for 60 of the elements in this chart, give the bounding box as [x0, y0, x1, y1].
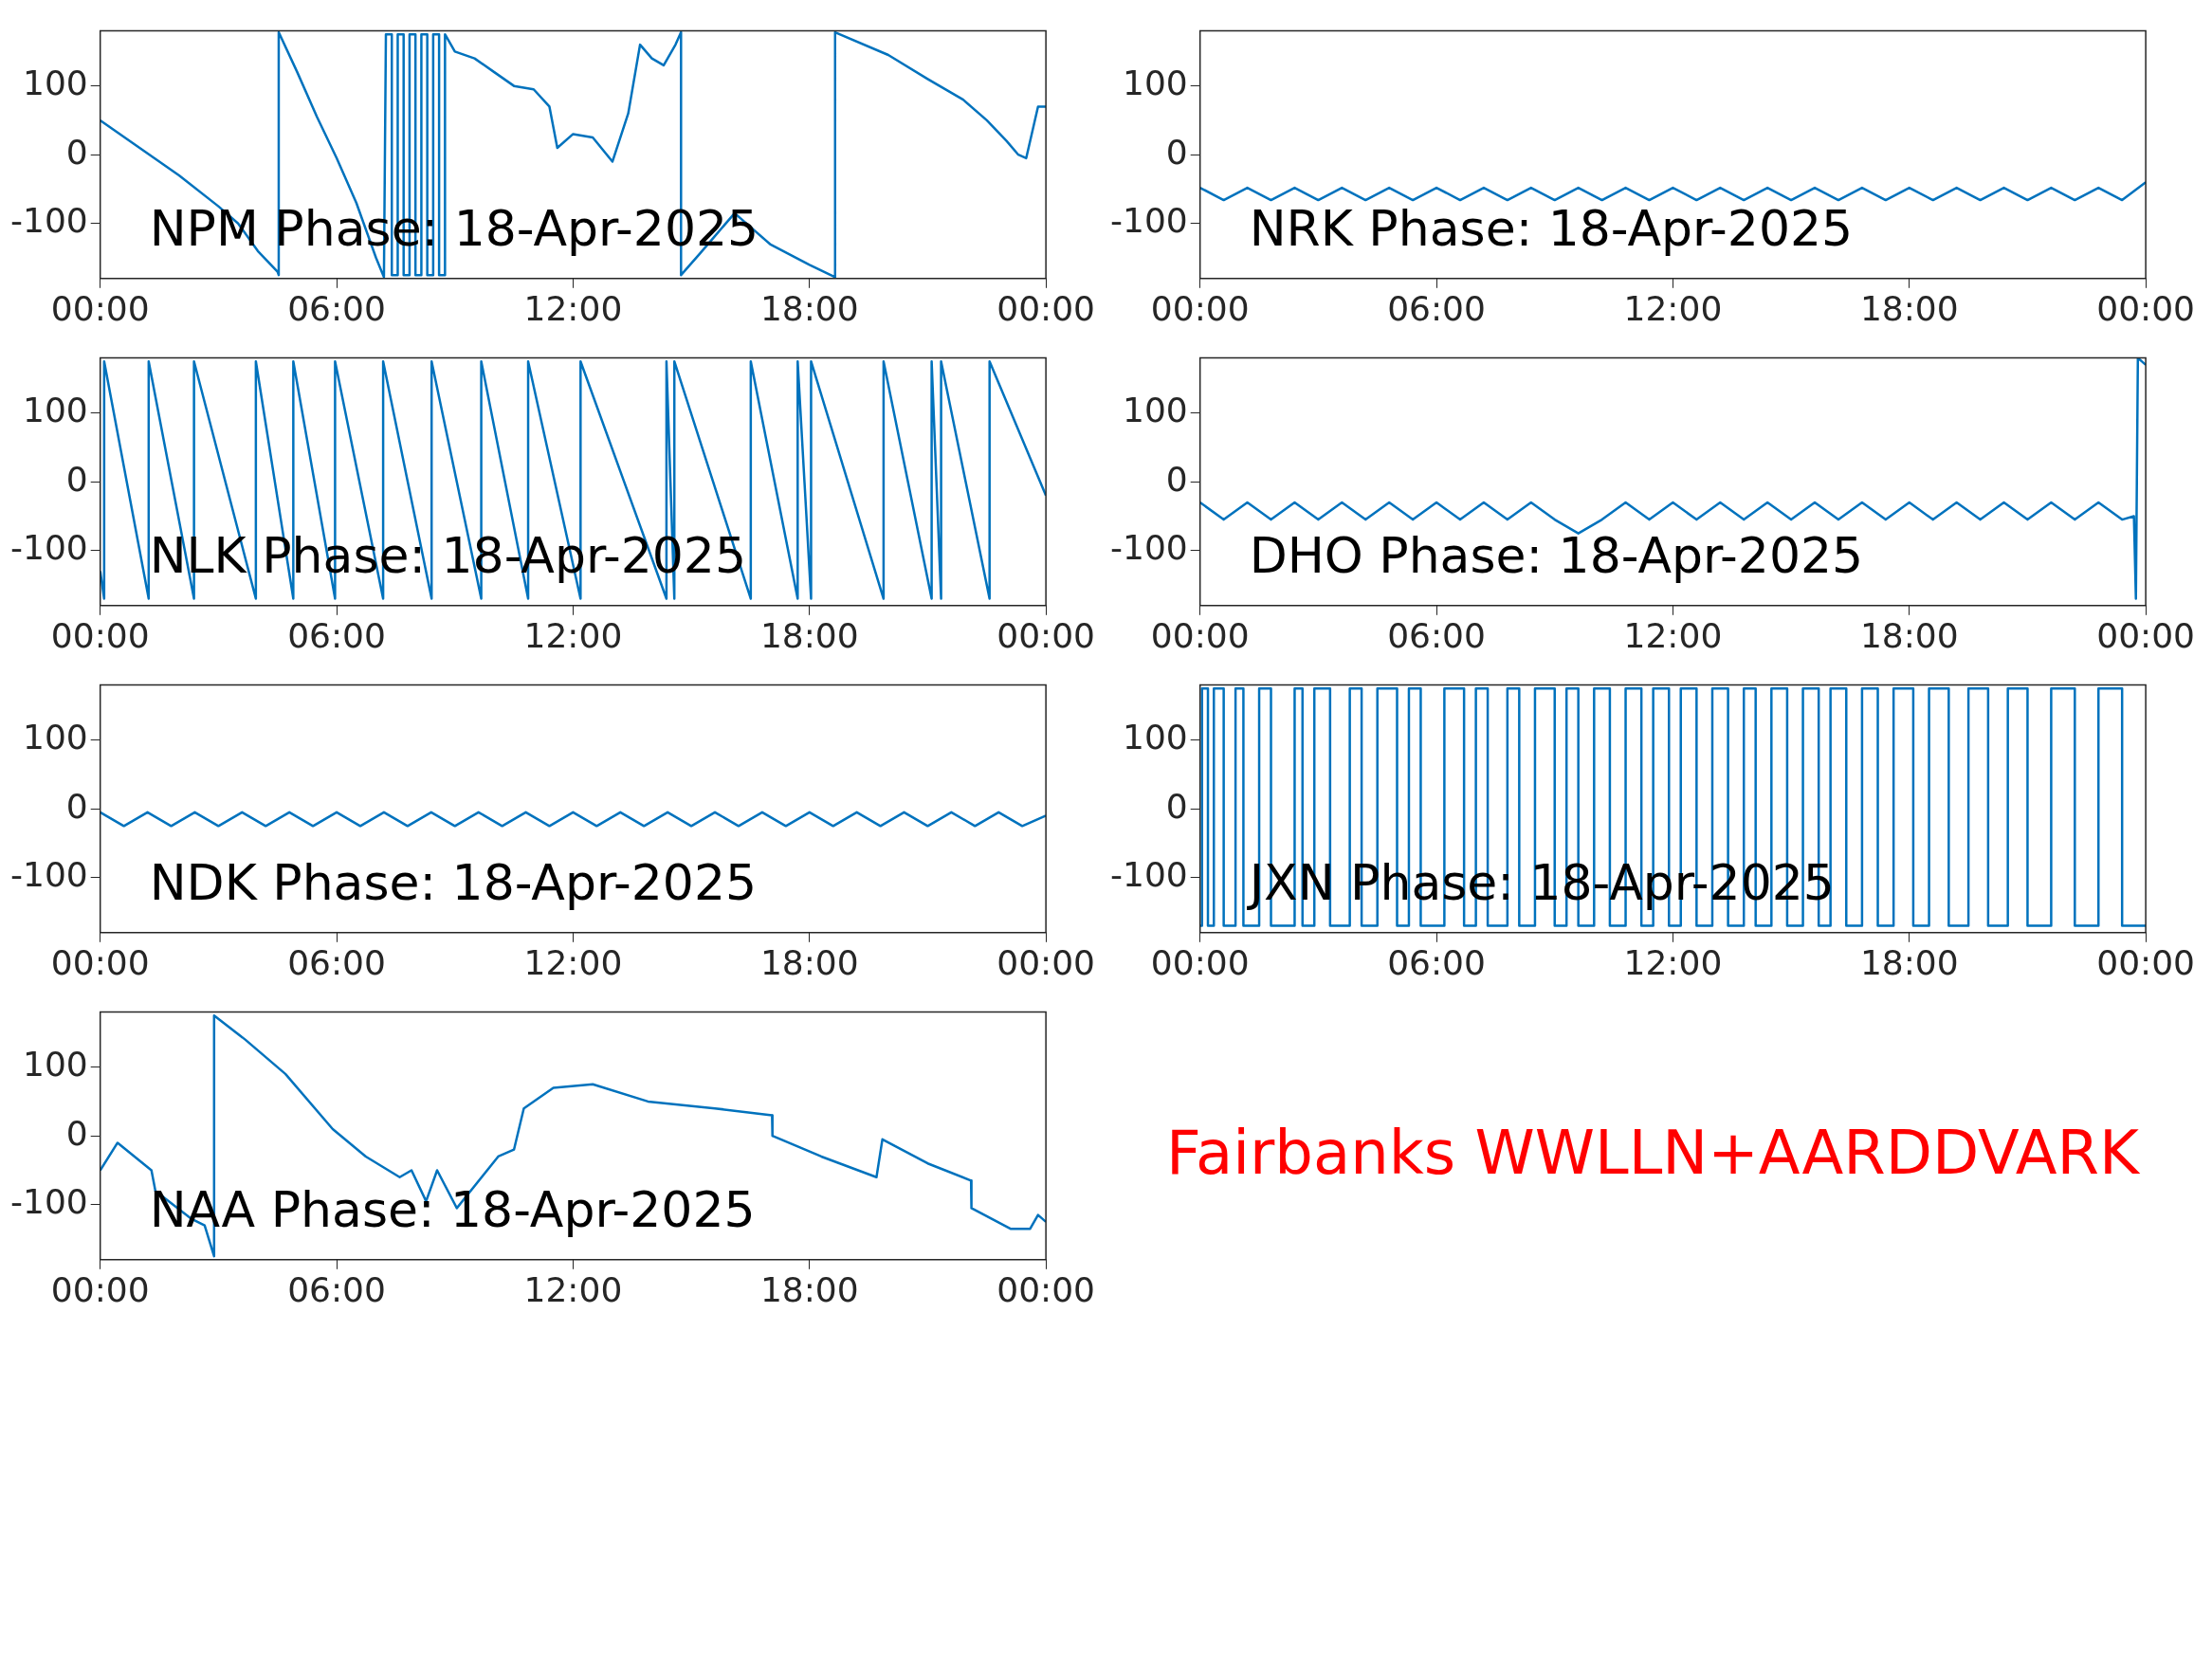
x-tick-label: 06:00	[287, 942, 386, 982]
x-tick-label: 18:00	[1859, 942, 1959, 982]
text: Fairbanks WWLLN+AARDDVARK	[1166, 1117, 2139, 1188]
x-tick-label: 06:00	[287, 288, 386, 328]
x-tick-label: 00:00	[50, 615, 150, 655]
x-tick-label: 12:00	[523, 1269, 623, 1309]
y-tick-label: 100	[22, 391, 88, 429]
x-tick-label: 00:00	[996, 1269, 1095, 1309]
y-tick-label: 0	[1165, 132, 1188, 172]
x-tick-label: 06:00	[1387, 615, 1486, 655]
text: NRK Phase: 18-Apr-2025	[1249, 200, 1854, 258]
x-tick-label: 00:00	[50, 942, 150, 982]
x-tick-label: 00:00	[1150, 942, 1250, 982]
x-tick-label: 00:00	[1150, 615, 1250, 655]
y-tick-label: -100	[1110, 855, 1188, 895]
x-tick-label: 06:00	[287, 615, 386, 655]
x-tick-label: 06:00	[287, 1269, 386, 1309]
x-tick-label: 06:00	[1387, 942, 1486, 982]
x-tick-label: 18:00	[759, 288, 859, 328]
text: NDK Phase: 18-Apr-2025	[149, 854, 758, 912]
x-tick-label: 00:00	[2096, 942, 2195, 982]
x-tick-label: 18:00	[759, 615, 859, 655]
y-tick-label: -100	[10, 201, 88, 241]
y-tick-label: -100	[1110, 201, 1188, 241]
x-tick-label: 18:00	[759, 1269, 859, 1309]
x-tick-label: 00:00	[1150, 288, 1250, 328]
x-tick-label: 12:00	[523, 288, 623, 328]
y-tick-label: 0	[65, 132, 88, 172]
x-tick-label: 00:00	[2096, 288, 2195, 328]
x-tick-label: 00:00	[50, 288, 150, 328]
y-tick-label: 0	[1165, 459, 1188, 499]
y-tick-label: 0	[65, 1113, 88, 1153]
y-tick-label: 100	[22, 1045, 88, 1084]
x-tick-label: 00:00	[50, 1269, 150, 1309]
x-tick-label: 12:00	[523, 942, 623, 982]
x-tick-label: 18:00	[1859, 615, 1959, 655]
y-tick-label: 100	[22, 718, 88, 757]
x-tick-label: 00:00	[996, 615, 1095, 655]
x-tick-label: 12:00	[1623, 942, 1723, 982]
x-tick-label: 12:00	[523, 615, 623, 655]
y-tick-label: -100	[10, 855, 88, 895]
y-tick-label: -100	[1110, 528, 1188, 568]
x-tick-label: 18:00	[1859, 288, 1959, 328]
x-tick-label: 00:00	[996, 288, 1095, 328]
y-tick-label: -100	[10, 528, 88, 568]
text: DHO Phase: 18-Apr-2025	[1249, 527, 1864, 585]
x-tick-label: 12:00	[1623, 288, 1723, 328]
y-tick-label: 100	[22, 64, 88, 102]
y-tick-label: 0	[65, 786, 88, 826]
y-tick-label: 100	[1122, 391, 1188, 429]
y-tick-label: 100	[1122, 64, 1188, 102]
y-tick-label: 0	[1165, 786, 1188, 826]
x-tick-label: 00:00	[2096, 615, 2195, 655]
x-tick-label: 18:00	[759, 942, 859, 982]
x-tick-label: 06:00	[1387, 288, 1486, 328]
y-tick-label: -100	[10, 1182, 88, 1222]
y-tick-label: 100	[1122, 718, 1188, 757]
y-tick-label: 0	[65, 459, 88, 499]
x-tick-label: 12:00	[1623, 615, 1723, 655]
x-tick-label: 00:00	[996, 942, 1095, 982]
